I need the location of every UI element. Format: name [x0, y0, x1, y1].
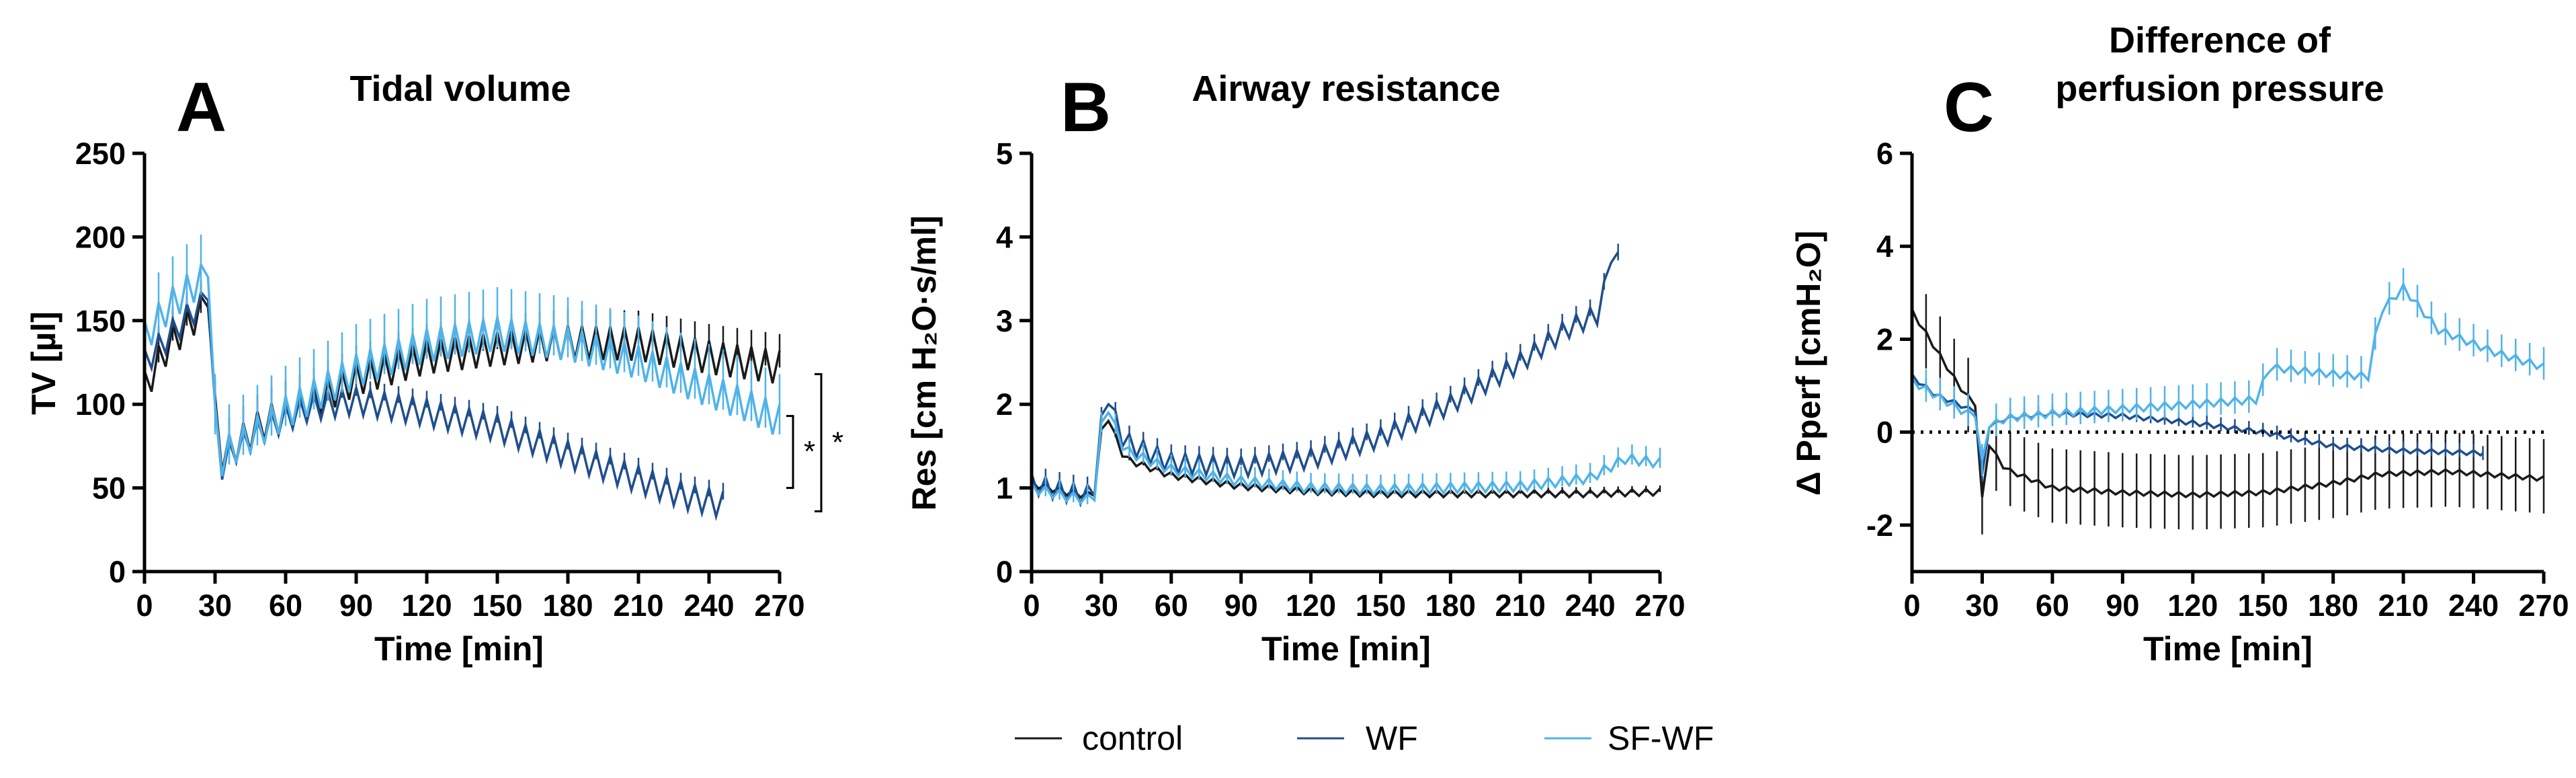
- x-tick-label: 150: [2238, 588, 2288, 623]
- panel-a: A Tidal volume TV [µl] Time [min] 0 30 60 9…: [25, 69, 843, 668]
- panel-c: C Difference of perfusion pressure Δ Ppe…: [1790, 20, 2569, 668]
- y-axis-label: Δ Pperf [cmH₂O]: [1790, 231, 1827, 496]
- significance-star: *: [804, 435, 815, 468]
- series-wf: [143, 284, 724, 521]
- x-tick-label: 240: [2448, 588, 2499, 623]
- x-tick-label: 150: [1356, 588, 1406, 623]
- x-axis-label: Time [min]: [2143, 630, 2313, 668]
- y-tick-label: 150: [75, 304, 126, 338]
- chart-title-line2: perfusion pressure: [2055, 69, 2384, 109]
- y-tick-label: 250: [75, 137, 126, 171]
- x-tick-label: 90: [1224, 588, 1258, 623]
- series-control: [1911, 272, 2545, 535]
- x-tick-label: 90: [2106, 588, 2139, 623]
- x-tick-label: 240: [683, 588, 734, 623]
- chart-title: Difference of: [2109, 20, 2331, 61]
- x-tick-label: 270: [754, 588, 804, 623]
- series-line: [1911, 308, 2544, 499]
- series-line: [143, 289, 724, 521]
- series-sf-wf: [1911, 268, 2545, 477]
- x-tick-label: 180: [542, 588, 593, 623]
- series-line: [143, 261, 781, 477]
- y-tick-label: 6: [1876, 137, 1893, 171]
- y-axis-label: TV [µl]: [25, 311, 63, 415]
- chart-title: Airway resistance: [1192, 69, 1500, 109]
- x-tick-label: 0: [1023, 588, 1040, 623]
- series-sf-wf: [143, 234, 781, 477]
- y-tick-label: 1: [996, 471, 1013, 506]
- y-tick-label: 0: [1876, 416, 1893, 450]
- y-tick-label: 5: [996, 137, 1013, 171]
- series-line: [1030, 251, 1620, 508]
- x-tick-label: 150: [472, 588, 522, 623]
- y-tick-label: 50: [92, 471, 126, 506]
- x-tick-label: 210: [613, 588, 663, 623]
- x-tick-label: 270: [1634, 588, 1685, 623]
- x-tick-label: 30: [1085, 588, 1118, 623]
- y-tick-label: 2: [996, 387, 1013, 422]
- x-tick-label: 210: [2378, 588, 2429, 623]
- x-tick-label: 120: [401, 588, 452, 623]
- series-line: [1030, 410, 1661, 506]
- series-line: [1030, 419, 1661, 500]
- y-axis-label: Res [cm H₂O·s/ml]: [905, 216, 943, 511]
- x-tick-label: 30: [198, 588, 232, 623]
- legend-label-wf: WF: [1366, 719, 1418, 757]
- x-tick-label: 180: [2308, 588, 2358, 623]
- series-sf-wf: [1030, 410, 1661, 506]
- y-tick-label: 200: [75, 220, 126, 254]
- panel-letter: B: [1061, 69, 1111, 147]
- panel-b: B Airway resistance Res [cm H₂O·s/ml] Ti…: [905, 69, 1686, 668]
- x-tick-label: 0: [1903, 588, 1920, 623]
- y-tick-label: 2: [1876, 322, 1893, 356]
- legend: control WF SF-WF: [1015, 719, 1714, 757]
- panel-letter: C: [1944, 69, 1994, 147]
- series-line: [1911, 281, 2545, 461]
- y-tick-label: 100: [75, 387, 126, 422]
- x-tick-label: 0: [136, 588, 153, 623]
- x-tick-label: 180: [1425, 588, 1476, 623]
- significance-bracket: [786, 415, 794, 490]
- x-tick-label: 60: [269, 588, 302, 623]
- significance-bracket: [815, 373, 823, 512]
- x-tick-label: 60: [1155, 588, 1188, 623]
- y-tick-label: 3: [996, 304, 1013, 338]
- x-tick-label: 210: [1495, 588, 1546, 623]
- legend-label-sf-wf: SF-WF: [1608, 719, 1714, 757]
- legend-label-control: control: [1082, 719, 1183, 757]
- significance-star: *: [832, 426, 843, 459]
- y-tick-label: 4: [996, 220, 1013, 254]
- y-tick-label: -2: [1866, 508, 1893, 543]
- series-wf: [1030, 243, 1620, 508]
- x-tick-label: 120: [1286, 588, 1336, 623]
- y-tick-label: 0: [109, 555, 126, 589]
- chart-title: Tidal volume: [349, 69, 571, 109]
- y-tick-label: 4: [1876, 229, 1893, 264]
- x-tick-label: 90: [339, 588, 373, 623]
- y-tick-label: 0: [996, 555, 1013, 589]
- x-tick-label: 60: [2036, 588, 2069, 623]
- x-axis-label: Time [min]: [374, 630, 544, 668]
- series-wf: [1911, 366, 2484, 481]
- x-tick-label: 30: [1965, 588, 1999, 623]
- x-tick-label: 240: [1565, 588, 1616, 623]
- x-tick-label: 270: [2518, 588, 2569, 623]
- panel-letter: A: [176, 69, 226, 147]
- x-tick-label: 120: [2167, 588, 2218, 623]
- x-axis-label: Time [min]: [1261, 630, 1431, 668]
